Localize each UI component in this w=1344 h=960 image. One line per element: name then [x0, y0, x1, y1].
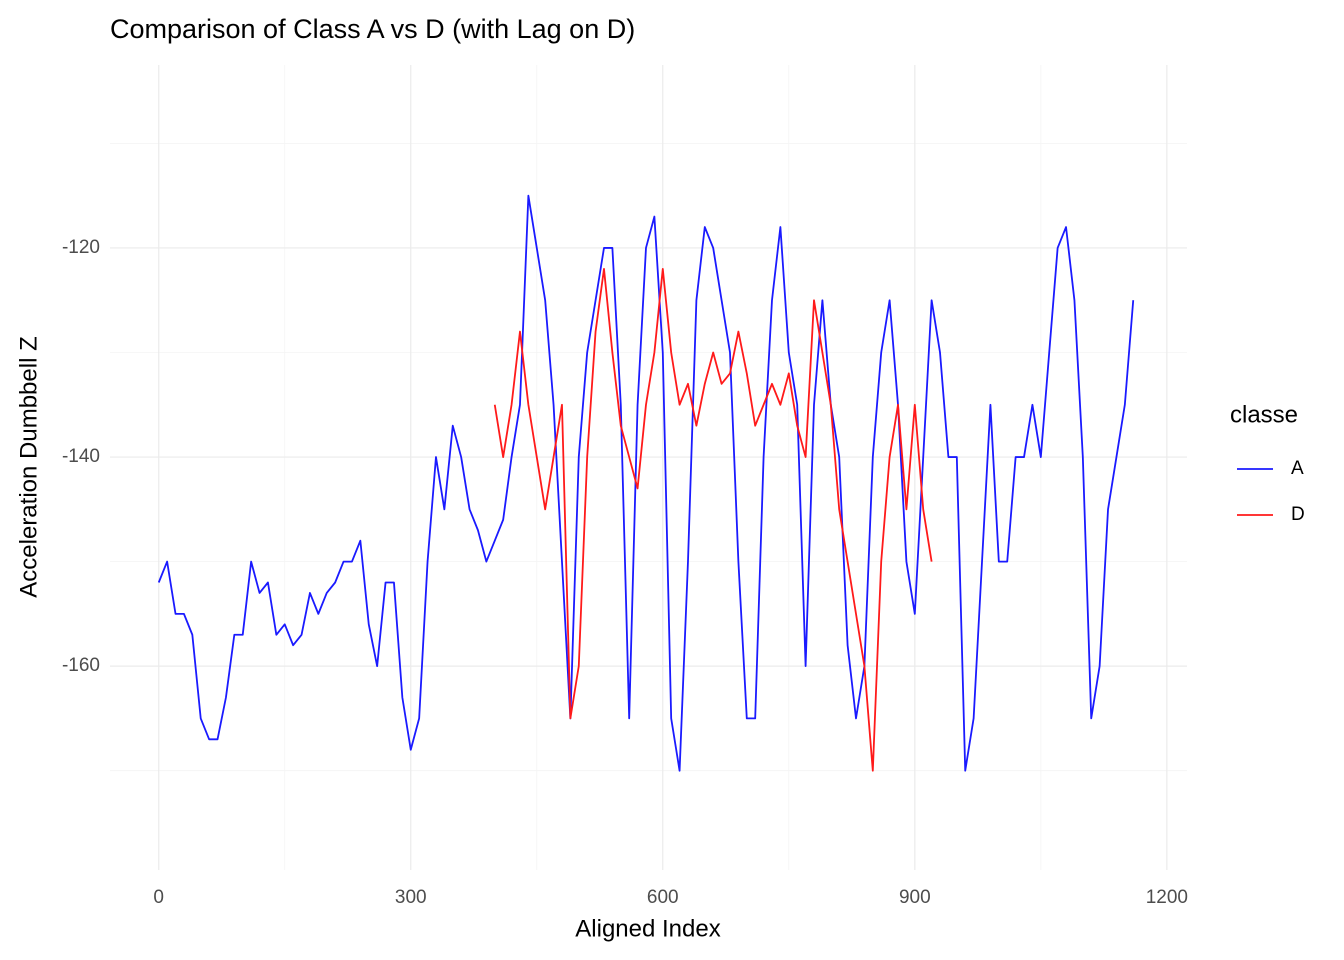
y-tick-label: -160: [62, 655, 100, 676]
y-tick-label: -140: [62, 446, 100, 467]
x-axis-title: Aligned Index: [575, 915, 720, 942]
x-tick-label: 0: [153, 887, 164, 908]
chart-title: Comparison of Class A vs D (with Lag on …: [110, 14, 635, 44]
series-line: [493, 267, 933, 772]
x-tick-label: 900: [899, 887, 931, 908]
x-tick-label: 600: [647, 887, 679, 908]
legend-title: classe: [1230, 401, 1298, 428]
y-axis-title: Acceleration Dumbbell Z: [15, 336, 42, 597]
x-tick-label: 300: [395, 887, 427, 908]
legend-label: D: [1291, 504, 1305, 525]
legend-label: A: [1291, 458, 1304, 479]
x-tick-label: 1200: [1146, 887, 1188, 908]
y-tick-label: -120: [62, 237, 100, 258]
grid: [110, 65, 1187, 870]
series-line: [157, 194, 1135, 772]
